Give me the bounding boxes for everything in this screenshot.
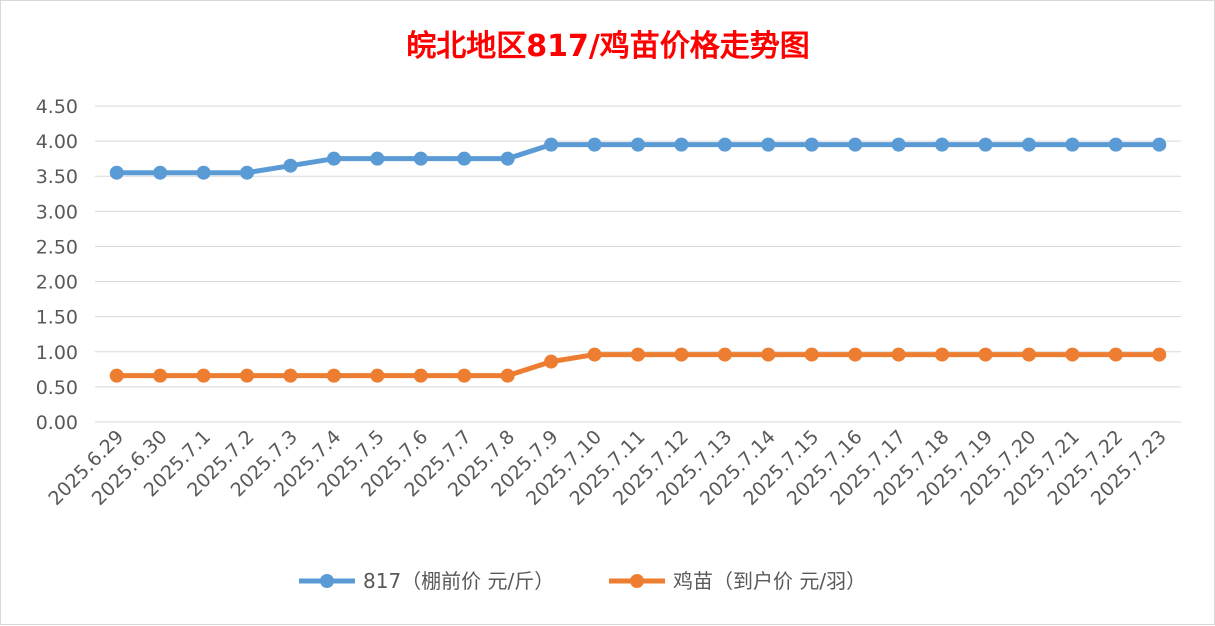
series-layer [109,137,1167,383]
data-point [891,347,906,362]
data-point [283,368,298,383]
data-point [1065,347,1080,362]
data-point [109,165,124,180]
y-tick-label: 4.00 [36,131,78,153]
y-tick-label: 4.50 [36,96,78,118]
data-point [761,347,776,362]
data-point [544,354,559,369]
data-point [978,347,993,362]
data-point [196,368,211,383]
legend: 817（棚前价 元/斤） 鸡苗（到户价 元/羽） [299,569,866,593]
data-point [631,347,645,362]
data-point [1108,347,1123,362]
data-point [804,347,819,362]
data-point [848,347,863,362]
legend-label: 鸡苗（到户价 元/羽） [673,569,866,593]
data-point [1108,137,1123,152]
data-point [978,137,993,152]
data-point [370,368,385,383]
data-point [109,368,124,383]
y-tick-label: 1.00 [36,342,78,364]
data-point [370,151,385,166]
data-point [1021,347,1036,362]
data-point [891,137,906,152]
data-point [413,368,428,383]
data-point [457,368,472,383]
y-tick-label: 2.00 [36,272,78,294]
data-point [283,158,298,173]
legend-label: 817（棚前价 元/斤） [363,569,554,593]
data-point [1065,137,1080,152]
data-point [1152,137,1167,152]
data-point [153,165,168,180]
data-point [631,137,645,152]
data-point [413,151,428,166]
data-point [457,151,472,166]
data-point [804,137,819,152]
legend-item-2: 鸡苗（到户价 元/羽） [609,569,866,593]
data-point [587,347,602,362]
data-point [326,151,341,166]
series-2 [109,347,1167,383]
data-point [935,347,950,362]
data-point [717,347,732,362]
data-point [935,137,950,152]
data-point [674,137,689,152]
data-point [761,137,776,152]
data-point [544,137,559,152]
data-point [196,165,211,180]
chart-title: 皖北地区817/鸡苗价格走势图 [406,29,810,64]
data-point [1021,137,1036,152]
data-point [326,368,341,383]
data-point [848,137,863,152]
y-tick-label: 3.00 [36,201,78,223]
data-point [717,137,732,152]
y-tick-label: 1.50 [36,307,78,329]
x-axis-tick-labels: 2025.6.292025.6.302025.7.12025.7.22025.7… [44,426,1170,510]
data-point [587,137,602,152]
data-point [500,151,515,166]
legend-marker [630,574,644,588]
data-point [500,368,515,383]
data-point [240,368,255,383]
series-1 [109,137,1167,180]
y-tick-label: 0.00 [36,412,78,434]
legend-item-1: 817（棚前价 元/斤） [299,569,554,593]
y-tick-label: 0.50 [36,377,78,399]
data-point [1152,347,1167,362]
y-tick-label: 2.50 [36,236,78,258]
data-point [674,347,689,362]
y-axis-tick-labels: 0.00 0.50 1.00 1.50 2.00 2.50 3.00 3.50 4.00 4.50 [36,96,78,434]
data-point [153,368,168,383]
legend-marker [320,574,334,588]
data-point [240,165,255,180]
y-tick-label: 3.50 [36,166,78,188]
